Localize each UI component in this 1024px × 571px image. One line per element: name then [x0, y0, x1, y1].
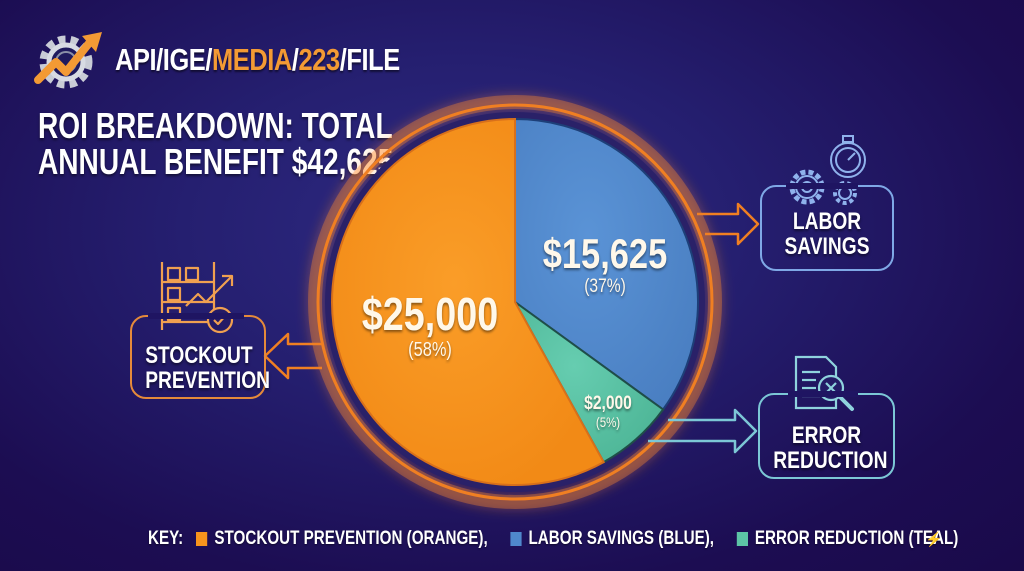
- callout-stockout-prevention: STOCKOUT PREVENTION: [130, 313, 271, 399]
- brand-part-file: /FILE: [339, 42, 401, 77]
- arrow-to-labor-savings: [697, 202, 760, 246]
- legend-label: LABOR SAVINGS (BLUE),: [528, 528, 715, 549]
- callout-label-line-2: PREVENTION: [145, 367, 271, 394]
- slice-label-stockout-prevention: $25,000 (58%): [362, 290, 498, 362]
- slice-percent: (58%): [408, 339, 452, 361]
- legend-key-label: KEY:: [148, 528, 184, 549]
- brand-path: API/IGE/MEDIA/223/FILE: [115, 42, 400, 78]
- slice-amount: $25,000: [361, 288, 499, 340]
- sparkle-icon: ⚡: [925, 531, 943, 547]
- brand-part-api: API/IGE/: [115, 42, 213, 77]
- arrow-to-error-reduction: [648, 408, 758, 454]
- pie-slice-labor-savings[interactable]: [514, 117, 699, 411]
- legend-swatch-orange: [195, 532, 208, 546]
- legend-label: STOCKOUT PREVENTION (ORANGE),: [214, 528, 488, 549]
- legend-label: ERROR REDUCTION (TEAL): [754, 528, 959, 549]
- callout-error-reduction: ERROR REDUCTION: [758, 391, 895, 479]
- slice-label-error-reduction: $2,000 (5%): [584, 393, 632, 431]
- legend-swatch-blue: [510, 532, 522, 546]
- callout-label-line-2: REDUCTION: [773, 447, 888, 474]
- callout-label-line-1: LABOR: [792, 208, 862, 235]
- chart-title-line-2: ANNUAL BENEFIT $42,625: [38, 141, 394, 182]
- legend-swatch-teal: [736, 532, 748, 546]
- legend-item-labor: LABOR SAVINGS (BLUE),: [497, 528, 714, 550]
- outer-ring: [316, 103, 714, 501]
- slice-percent: (37%): [584, 276, 626, 297]
- slice-percent: (5%): [595, 414, 621, 430]
- chart-title-line-1: ROI BREAKDOWN: TOTAL: [38, 105, 393, 146]
- brand-part-slash: /: [291, 42, 299, 77]
- slice-amount: $2,000: [584, 393, 632, 414]
- callout-label-line-1: ERROR: [791, 422, 862, 449]
- callout-label-line-1: STOCKOUT: [145, 342, 253, 369]
- brand-part-media: MEDIA: [212, 42, 292, 77]
- callout-label-line-2: SAVINGS: [784, 233, 870, 260]
- chart-legend: KEY: STOCKOUT PREVENTION (ORANGE), LABOR…: [148, 528, 968, 550]
- slice-label-labor-savings: $15,625 (37%): [543, 232, 667, 298]
- chart-title: ROI BREAKDOWN: TOTAL ANNUAL BENEFIT $42,…: [38, 108, 393, 180]
- callout-labor-savings: LABOR SAVINGS: [760, 183, 894, 271]
- pie-slice-stockout-prevention[interactable]: [331, 117, 606, 486]
- legend-item-error: ERROR REDUCTION (TEAL): [724, 528, 959, 550]
- brand-part-223: 223: [298, 42, 341, 77]
- slice-amount: $15,625: [542, 230, 668, 277]
- gear-with-rising-arrow-icon: [34, 32, 102, 89]
- legend-item-stockout: STOCKOUT PREVENTION (ORANGE),: [183, 528, 488, 550]
